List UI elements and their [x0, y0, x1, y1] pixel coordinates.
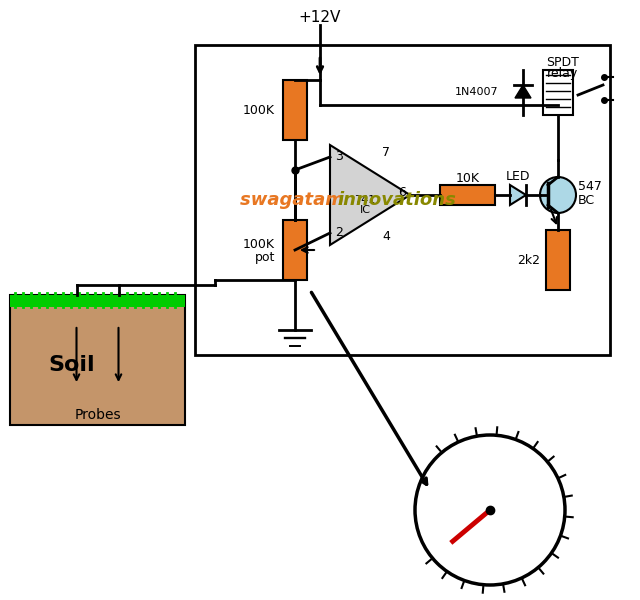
Text: LED: LED: [506, 170, 531, 184]
Bar: [10, 295, 185, 307]
Circle shape: [415, 435, 565, 585]
Text: 10K: 10K: [456, 173, 479, 185]
Text: swagatam: swagatam: [240, 191, 350, 209]
Text: Probes: Probes: [74, 408, 121, 422]
Polygon shape: [515, 85, 531, 98]
Polygon shape: [330, 145, 410, 245]
Text: 1N4007: 1N4007: [454, 87, 498, 97]
Text: +12V: +12V: [299, 10, 341, 25]
Text: 741: 741: [355, 195, 376, 205]
Text: 2k2: 2k2: [517, 253, 540, 266]
Text: 3: 3: [335, 151, 343, 163]
Bar: [546, 230, 570, 290]
Bar: [543, 70, 573, 115]
Polygon shape: [510, 185, 526, 205]
Text: 7: 7: [382, 146, 390, 160]
Text: relay: relay: [547, 67, 579, 79]
Bar: [283, 220, 307, 280]
Bar: [440, 185, 495, 205]
Text: 6: 6: [398, 187, 406, 199]
Text: Soil: Soil: [48, 355, 95, 375]
Text: BC: BC: [578, 193, 595, 206]
Text: innovations: innovations: [337, 191, 456, 209]
Text: IC: IC: [360, 205, 371, 215]
Bar: [10, 295, 185, 425]
Text: 547: 547: [578, 181, 602, 193]
Text: 4: 4: [382, 230, 390, 244]
Text: 100K: 100K: [243, 238, 275, 251]
Text: 2: 2: [335, 226, 343, 239]
Bar: [283, 80, 307, 140]
Text: pot: pot: [255, 251, 275, 265]
Text: 100K: 100K: [243, 103, 275, 116]
Circle shape: [540, 177, 576, 213]
Text: SPDT: SPDT: [547, 55, 579, 68]
Bar: [195, 45, 610, 355]
